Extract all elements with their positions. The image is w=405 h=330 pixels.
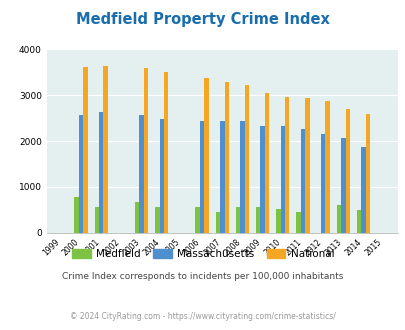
Bar [220,121,224,233]
Bar [134,202,139,233]
Bar [204,78,208,233]
Bar [103,66,108,233]
Bar [340,138,345,233]
Bar [199,121,204,233]
Bar [155,208,159,233]
Bar [345,109,349,233]
Bar [320,134,325,233]
Bar [300,129,305,233]
Bar [240,121,244,233]
Bar [365,114,369,233]
Text: Crime Index corresponds to incidents per 100,000 inhabitants: Crime Index corresponds to incidents per… [62,272,343,281]
Bar [305,98,309,233]
Bar [260,126,264,233]
Bar [280,125,284,233]
Text: © 2024 CityRating.com - https://www.cityrating.com/crime-statistics/: © 2024 CityRating.com - https://www.city… [70,312,335,321]
Text: Medfield Property Crime Index: Medfield Property Crime Index [76,12,329,26]
Bar [264,92,269,233]
Bar [99,112,103,233]
Bar [94,208,99,233]
Bar [244,85,249,233]
Bar [325,101,329,233]
Bar [356,210,360,233]
Bar [143,68,148,233]
Bar [256,208,260,233]
Bar [79,115,83,233]
Bar [224,82,228,233]
Bar [235,207,240,233]
Bar [296,212,300,233]
Bar [284,97,289,233]
Bar [215,212,220,233]
Bar [275,209,280,233]
Bar [159,119,164,233]
Bar [74,197,79,233]
Bar [83,67,87,233]
Bar [336,205,340,233]
Bar [195,207,199,233]
Bar [360,148,365,233]
Bar [139,115,143,233]
Legend: Medfield, Massachusetts, National: Medfield, Massachusetts, National [68,245,337,263]
Bar [164,72,168,233]
